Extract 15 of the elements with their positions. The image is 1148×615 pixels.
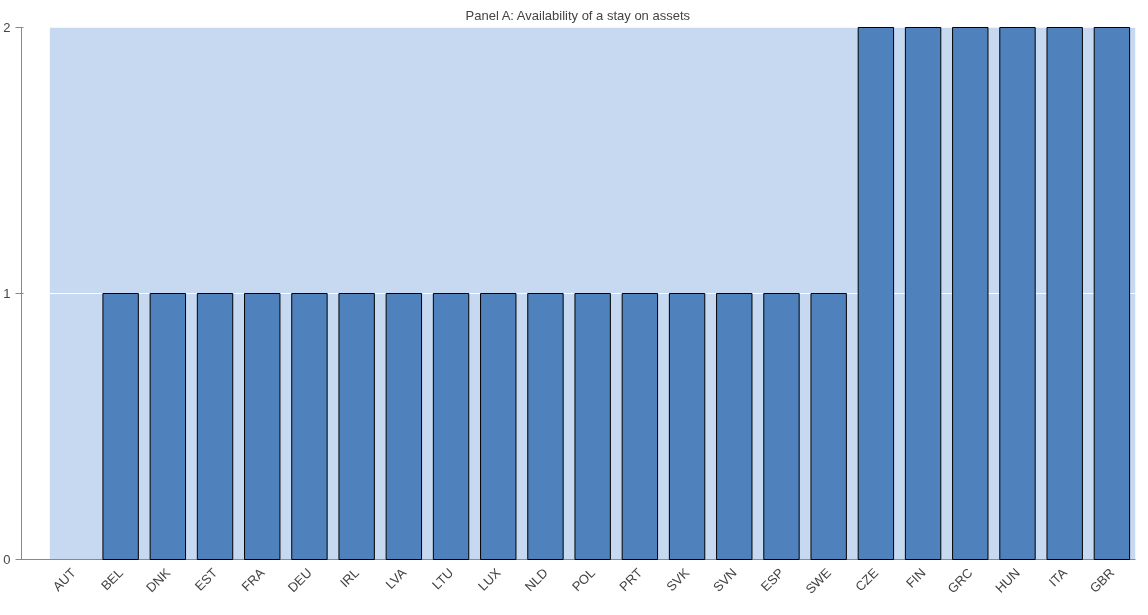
- x-tick-label: LTU: [429, 565, 457, 593]
- x-tick-label: BEL: [97, 565, 126, 594]
- x-tick-label: LVA: [382, 564, 410, 592]
- x-tick-label: NLD: [521, 565, 551, 595]
- x-tick-label: POL: [568, 565, 598, 595]
- x-tick-label: CZE: [852, 564, 882, 595]
- x-tick-label: FRA: [238, 564, 268, 595]
- y-tick-label: 2: [3, 20, 11, 35]
- y-tick-label: 0: [3, 552, 11, 567]
- y-tick-label: 1: [3, 286, 11, 301]
- x-tick-label: FIN: [902, 565, 929, 591]
- x-tick-label: IRL: [337, 565, 362, 591]
- chart-title: Panel A: Availability of a stay on assets: [465, 7, 691, 23]
- x-tick-label: ITA: [1045, 564, 1071, 590]
- x-tick-label: ESP: [757, 565, 787, 595]
